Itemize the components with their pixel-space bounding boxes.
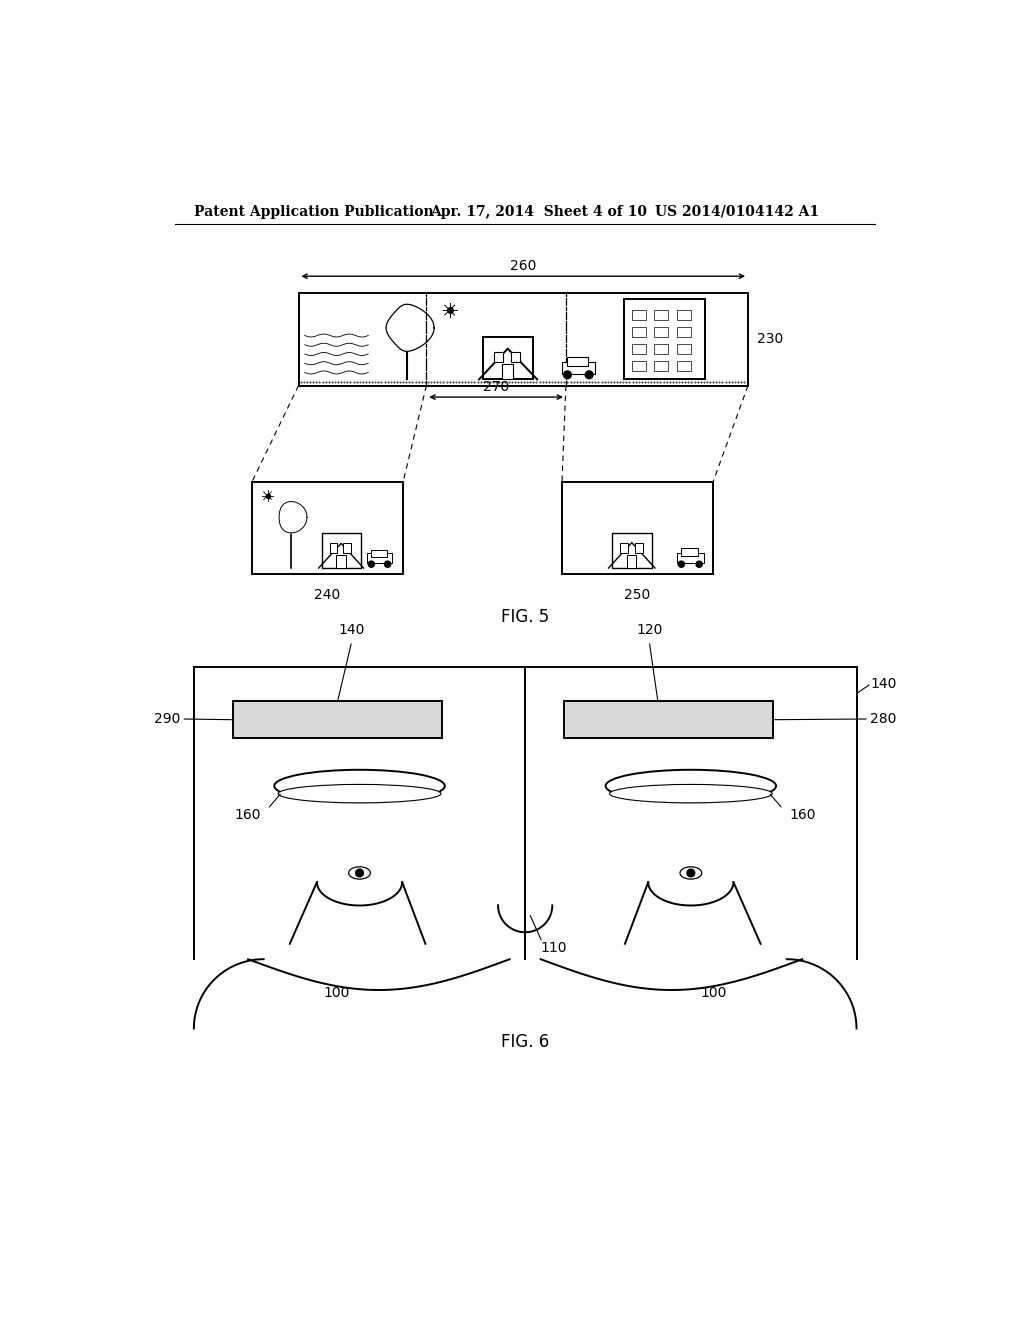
Text: 280: 280 xyxy=(870,711,897,726)
Bar xyxy=(330,544,337,553)
Text: Patent Application Publication: Patent Application Publication xyxy=(194,205,433,219)
Ellipse shape xyxy=(680,867,701,879)
Text: 160: 160 xyxy=(790,808,816,822)
Bar xyxy=(562,362,595,374)
Ellipse shape xyxy=(349,867,371,879)
Polygon shape xyxy=(280,502,307,533)
Text: 100: 100 xyxy=(700,986,727,1001)
Circle shape xyxy=(687,869,694,876)
Bar xyxy=(632,345,646,354)
Bar xyxy=(494,351,503,363)
Bar xyxy=(677,345,690,354)
Bar xyxy=(367,553,392,564)
Circle shape xyxy=(355,869,364,876)
Bar xyxy=(343,544,351,553)
Bar xyxy=(624,300,706,379)
Text: FIG. 5: FIG. 5 xyxy=(501,607,549,626)
Bar xyxy=(654,327,669,337)
Bar xyxy=(299,293,748,385)
Bar xyxy=(654,360,669,371)
Ellipse shape xyxy=(279,784,441,803)
Text: US 2014/0104142 A1: US 2014/0104142 A1 xyxy=(655,205,819,219)
Bar xyxy=(232,701,442,738)
Text: 260: 260 xyxy=(510,259,537,273)
Bar xyxy=(635,544,643,553)
Circle shape xyxy=(696,561,702,568)
Bar xyxy=(677,327,690,337)
Text: FIG. 6: FIG. 6 xyxy=(501,1034,549,1051)
Text: 230: 230 xyxy=(758,333,783,346)
Bar xyxy=(677,360,690,371)
Text: 160: 160 xyxy=(234,808,261,822)
Text: 120: 120 xyxy=(636,623,663,638)
Text: 100: 100 xyxy=(324,986,349,1001)
Bar xyxy=(511,351,520,363)
Bar xyxy=(632,360,646,371)
Bar xyxy=(627,554,636,568)
Bar xyxy=(483,337,534,379)
Bar xyxy=(562,482,713,574)
Ellipse shape xyxy=(605,770,776,803)
Bar xyxy=(252,482,403,574)
Circle shape xyxy=(369,561,375,568)
Text: 290: 290 xyxy=(154,711,180,726)
Bar xyxy=(503,364,513,379)
Bar xyxy=(371,549,387,557)
Text: Apr. 17, 2014  Sheet 4 of 10: Apr. 17, 2014 Sheet 4 of 10 xyxy=(430,205,647,219)
Bar xyxy=(621,544,628,553)
Bar xyxy=(567,358,588,367)
Bar xyxy=(677,553,703,564)
Circle shape xyxy=(385,561,391,568)
Bar xyxy=(677,310,690,321)
Bar xyxy=(632,327,646,337)
Circle shape xyxy=(563,371,571,379)
Ellipse shape xyxy=(274,770,444,803)
Text: 250: 250 xyxy=(625,589,650,602)
Text: 110: 110 xyxy=(541,941,567,954)
Bar xyxy=(611,533,652,568)
Text: 240: 240 xyxy=(314,589,341,602)
Polygon shape xyxy=(386,304,434,351)
Text: 140: 140 xyxy=(870,677,897,690)
Text: 140: 140 xyxy=(339,623,365,638)
Bar xyxy=(654,345,669,354)
Bar xyxy=(564,701,773,738)
Ellipse shape xyxy=(609,784,772,803)
Bar xyxy=(337,554,346,568)
Circle shape xyxy=(586,371,593,379)
Bar xyxy=(654,310,669,321)
Text: 270: 270 xyxy=(483,380,509,395)
Bar xyxy=(681,548,698,557)
Bar xyxy=(632,310,646,321)
Circle shape xyxy=(678,561,684,568)
Bar xyxy=(322,533,360,568)
